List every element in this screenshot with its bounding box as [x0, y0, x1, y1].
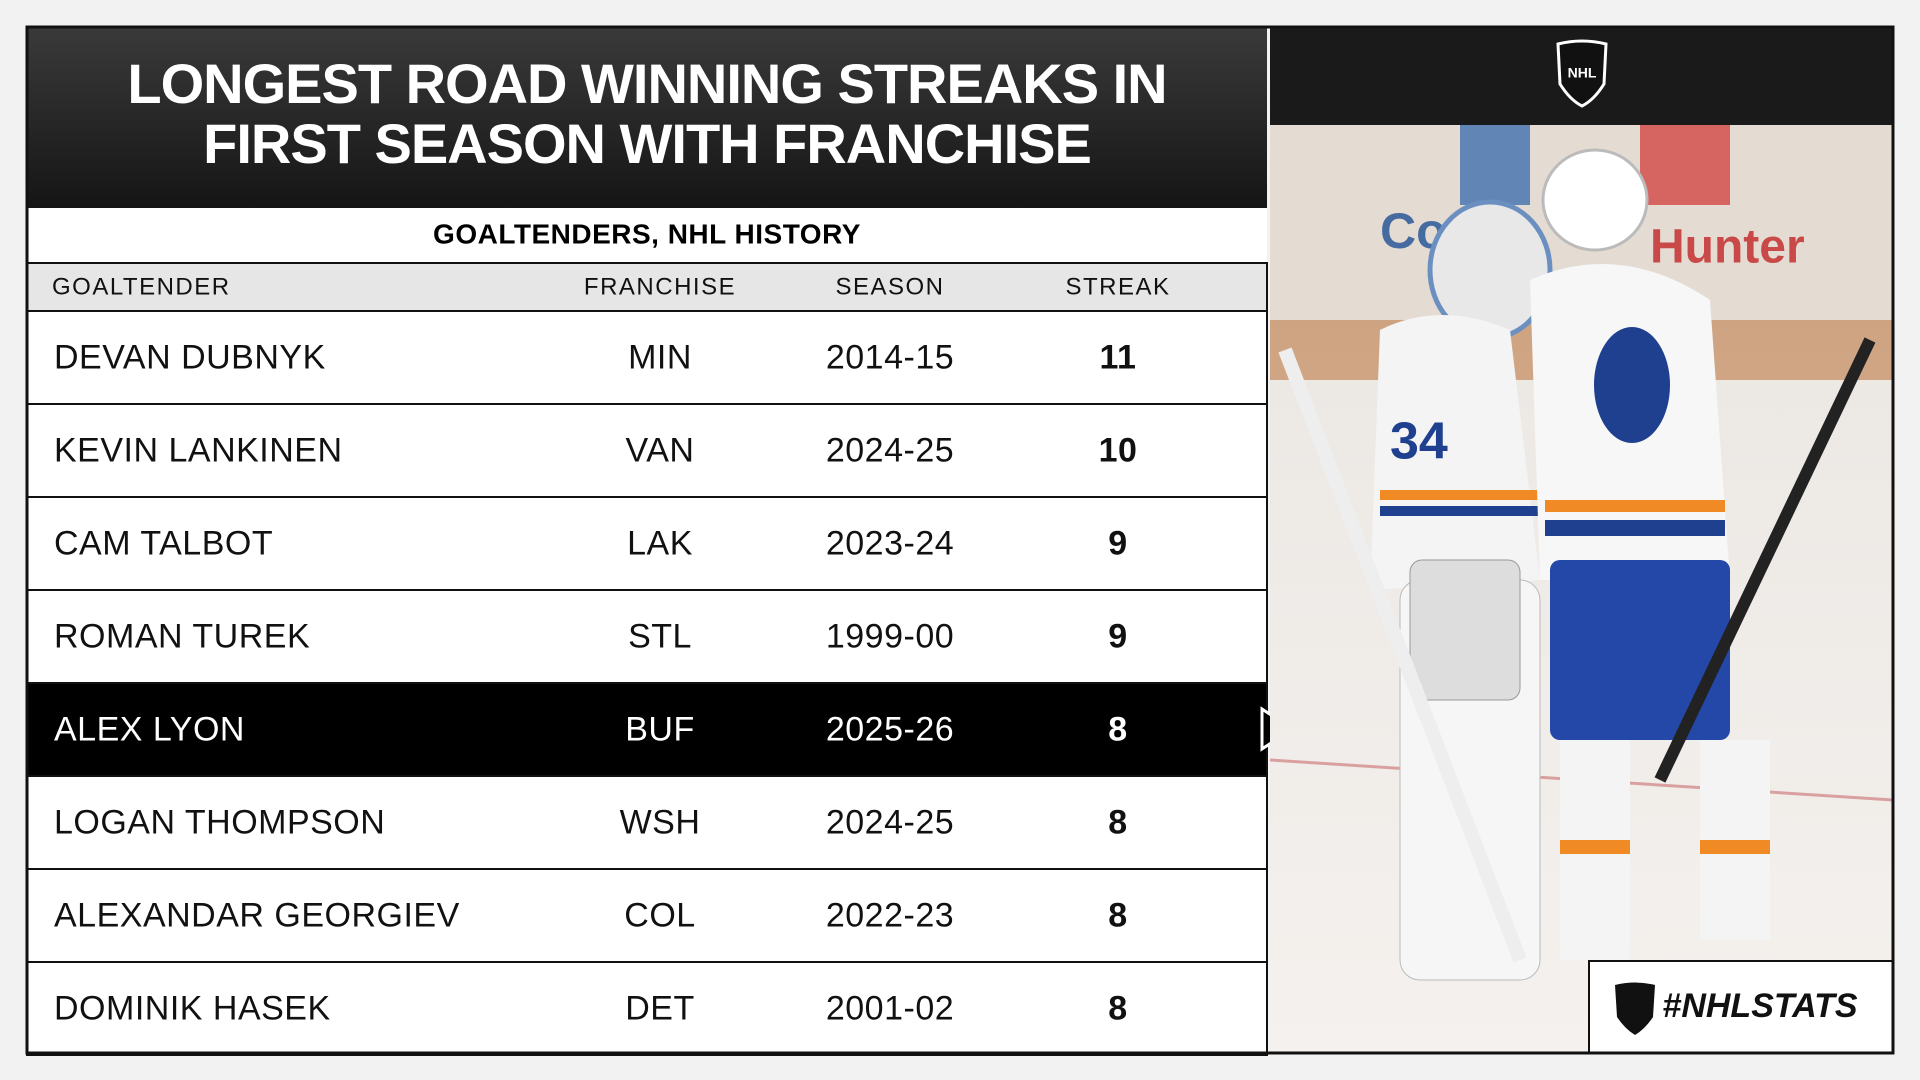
cell: 2014-15: [826, 338, 954, 376]
streak: 8: [1108, 710, 1127, 748]
cell: 2024-25: [826, 431, 954, 469]
streak: 11: [1100, 338, 1137, 376]
column-header: SEASON: [835, 273, 944, 300]
badge-text: #NHLSTATS: [1662, 987, 1858, 1025]
table-row: [26, 868, 1268, 963]
column-header: FRANCHISE: [584, 273, 736, 300]
streak: 8: [1108, 896, 1127, 934]
photo: Co Hunter 34: [1269, 125, 1894, 1053]
cell: DEVAN DUBNYK: [54, 338, 326, 376]
svg-text:Hunter: Hunter: [1650, 221, 1805, 274]
cell: CAM TALBOT: [54, 524, 273, 562]
streak: 8: [1108, 803, 1127, 841]
cell: BUF: [625, 710, 695, 748]
streak: 10: [1099, 431, 1138, 469]
title-line: LONGEST ROAD WINNING STREAKS IN: [127, 52, 1166, 115]
cell: LAK: [627, 524, 693, 562]
cell: 1999-00: [826, 617, 954, 655]
cell: ALEXANDAR GEORGIEV: [54, 896, 460, 934]
svg-text:34: 34: [1390, 413, 1448, 471]
subtitle-band: [27, 208, 1267, 263]
table-row: [26, 775, 1268, 870]
title-line: FIRST SEASON WITH FRANCHISE: [203, 112, 1091, 175]
cell: MIN: [628, 338, 692, 376]
logo-text: NHL: [1568, 65, 1597, 81]
cell: STL: [628, 617, 692, 655]
cell: ROMAN TUREK: [54, 617, 310, 655]
logo-shield: [1556, 39, 1608, 108]
cell: LOGAN THOMPSON: [54, 803, 385, 841]
cell: 2001-02: [826, 989, 954, 1027]
frame: [25, 25, 1895, 1055]
streak: 8: [1108, 989, 1127, 1027]
badge-logo: [1615, 982, 1655, 1035]
cell: DET: [625, 989, 695, 1027]
cell: 2024-25: [826, 803, 954, 841]
cell: VAN: [626, 431, 695, 469]
table-row: [26, 961, 1268, 1056]
cell: 2025-26: [826, 710, 954, 748]
column-header: GOALTENDER: [52, 273, 231, 300]
streak: 9: [1108, 617, 1127, 655]
highlight-row: [26, 682, 1268, 777]
title-band: [27, 27, 1267, 208]
cell: ALEX LYON: [54, 710, 245, 748]
subtitle: GOALTENDERS, NHL HISTORY: [433, 218, 861, 249]
streak: 9: [1108, 524, 1127, 562]
cell: 2023-24: [826, 524, 954, 562]
cell: KEVIN LANKINEN: [54, 431, 343, 469]
cell: COL: [624, 896, 695, 934]
cell: DOMINIK HASEK: [54, 989, 331, 1027]
header-row: [26, 262, 1268, 312]
cell: WSH: [620, 803, 701, 841]
cell: 2022-23: [826, 896, 954, 934]
column-header: STREAK: [1065, 273, 1170, 300]
table-body: DEVAN DUBNYK MIN 2014-15 11 KEVIN LANKINEN VA…: [26, 310, 1295, 1056]
